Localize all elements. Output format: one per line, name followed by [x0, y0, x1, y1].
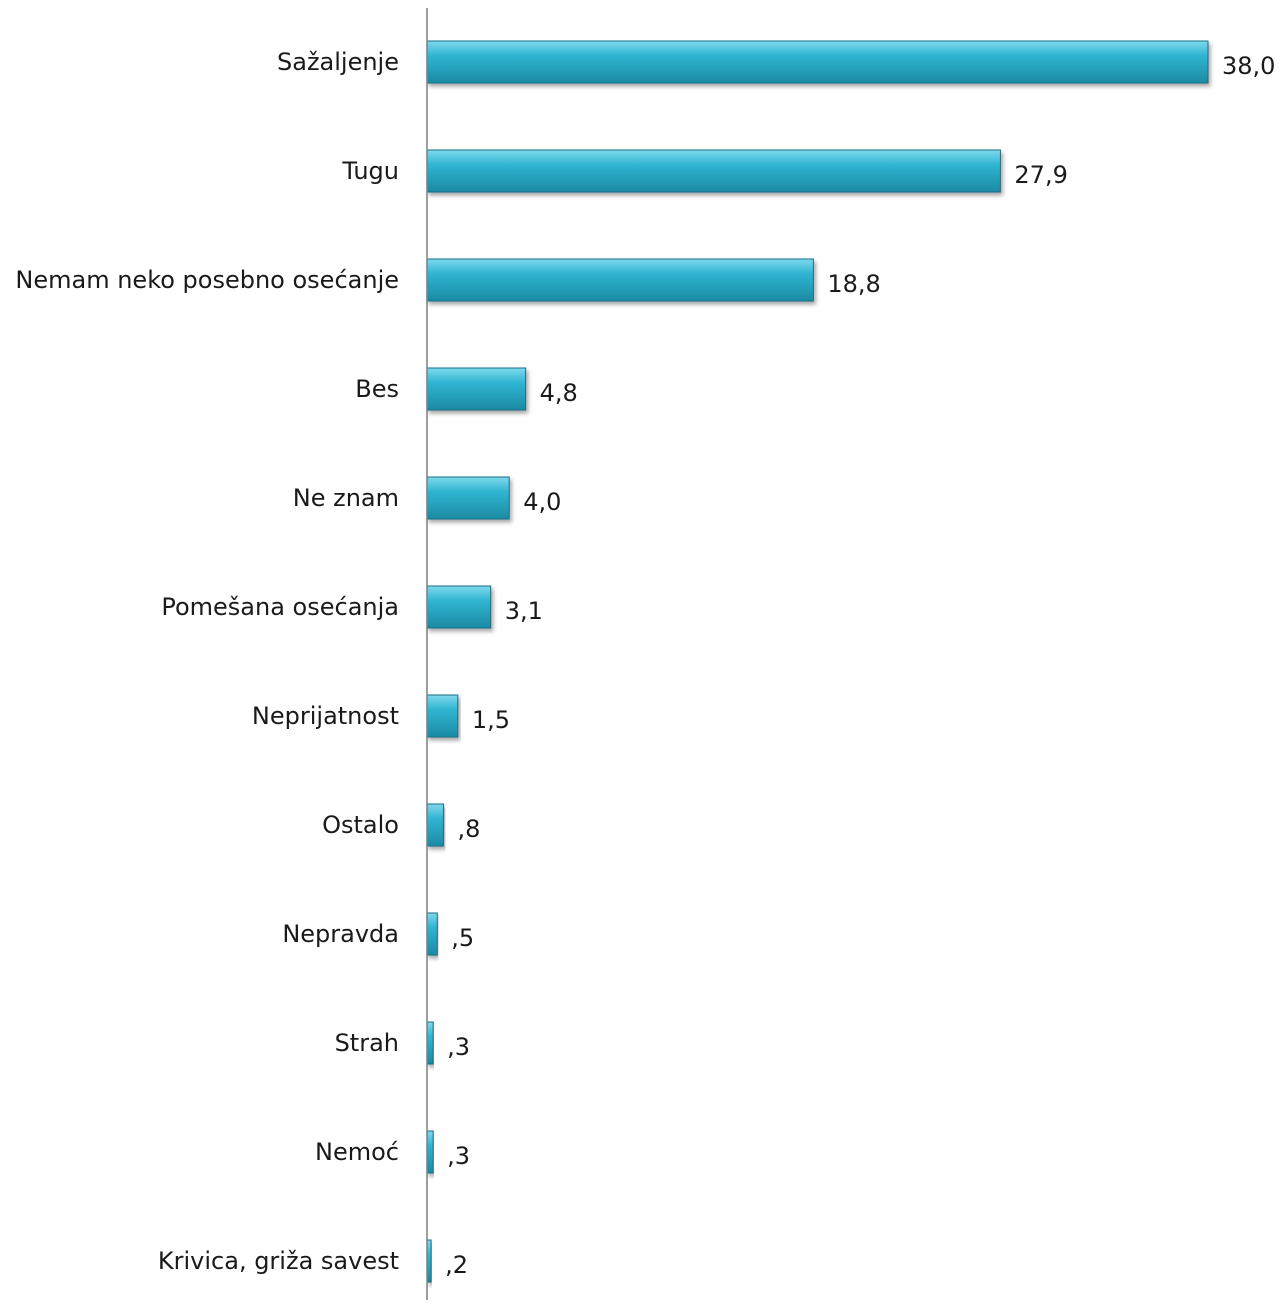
data-label: ,8: [457, 815, 480, 843]
data-label: ,3: [447, 1033, 470, 1061]
category-label: Nemam neko posebno osećanje: [15, 266, 399, 294]
category-label: Tugu: [341, 157, 399, 185]
data-label: 4,0: [523, 488, 561, 516]
data-label: 38,0: [1222, 52, 1275, 80]
category-label: Pomešana osećanja: [161, 593, 399, 621]
bar-8: [426, 912, 438, 956]
category-labels: Sažaljenje Tugu Nemam neko posebno osećanj…: [15, 48, 399, 1275]
category-label: Strah: [335, 1029, 399, 1057]
data-label: 27,9: [1014, 161, 1067, 189]
category-label: Ostalo: [322, 811, 399, 839]
bar-1: [426, 149, 1001, 193]
bar-7: [426, 803, 444, 847]
category-label: Krivica, griža savest: [158, 1247, 399, 1275]
data-label: ,3: [447, 1142, 470, 1170]
data-labels: 38,0 27,9 18,8 4,8 4,0 3,1 1,5 ,8 ,5 ,3 ,3 ,2: [445, 52, 1275, 1279]
data-label: ,2: [445, 1251, 468, 1279]
bar-0: [426, 40, 1209, 84]
category-label: Ne znam: [293, 484, 399, 512]
data-label: 4,8: [540, 379, 578, 407]
bars-layer: [426, 40, 1209, 1283]
bar-9: [426, 1021, 434, 1065]
category-label: Neprijatnost: [252, 702, 399, 730]
data-label: ,5: [451, 924, 474, 952]
data-label: 3,1: [505, 597, 543, 625]
bar-3: [426, 367, 527, 411]
bar-2: [426, 258, 814, 302]
category-label: Nepravda: [282, 920, 399, 948]
category-label: Sažaljenje: [277, 48, 399, 76]
category-label: Bes: [355, 375, 399, 403]
category-label: Nemoć: [315, 1138, 399, 1166]
bar-6: [426, 694, 459, 738]
bar-4: [426, 476, 510, 520]
data-label: 1,5: [472, 706, 510, 734]
bar-5: [426, 585, 492, 629]
data-label: 18,8: [827, 270, 880, 298]
bar-10: [426, 1130, 434, 1174]
